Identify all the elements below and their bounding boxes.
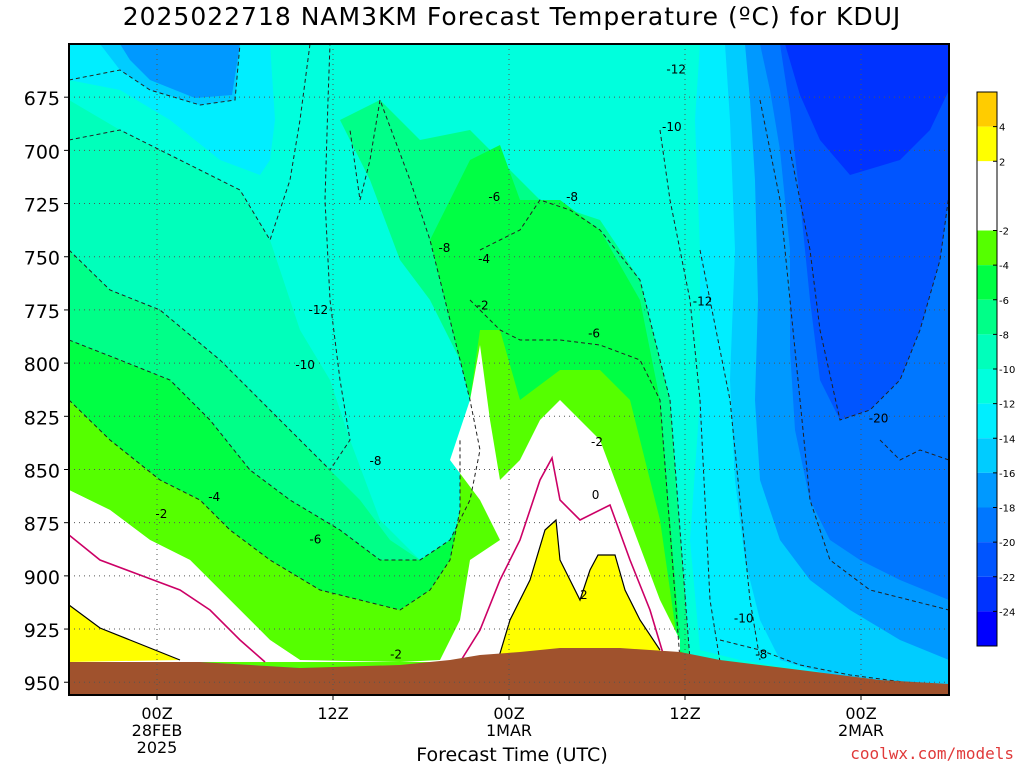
x-tick-label: 12Z [317,704,348,723]
colorbar-swatch [977,334,997,369]
y-tick-label: 725 [24,195,60,217]
y-tick-label: 675 [24,88,60,110]
colorbar-swatch [977,126,997,162]
colorbar-swatch [977,611,997,646]
contour-label: 0 [592,488,600,502]
colorbar-label: 2 [999,157,1005,168]
contour-label: -12 [666,63,686,77]
colorbar-label: -20 [999,538,1015,549]
contour-label: -20 [869,411,889,425]
colorbar-label: -12 [999,400,1015,411]
colorbar-label: -10 [999,365,1015,376]
contour-label: -8 [370,454,382,468]
y-axis: 675 700 725 750 775 800 825 850 875 900 925 950 [24,88,69,695]
contour-label: -12 [309,303,329,317]
contour-lines [69,44,949,689]
colorbar-swatch [977,438,997,473]
x-tick-label: 28FEB [132,721,183,740]
colorbar-label: -18 [999,504,1015,515]
y-tick-label: 875 [24,514,60,536]
colorbar-swatch [977,161,997,231]
contour-label: -10 [295,358,315,372]
colorbar-swatch [977,369,997,404]
colorbar-swatch [977,472,997,508]
colorbar: 4 2 -2 -4 -6 -8 -10 -12 -14 -16 -18 -20 -22 -24 [976,91,1015,647]
x-tick-label: 00Z [141,704,172,723]
colorbar-swatch [977,92,997,127]
y-tick-label: 775 [24,301,60,323]
colorbar-swatch [977,230,997,266]
contour-label: -10 [734,611,754,625]
x-tick-label: 12Z [669,704,700,723]
y-tick-label: 700 [24,141,60,163]
contour-label: -6 [309,533,321,547]
contour-label: -2 [390,648,402,662]
colorbar-swatch [977,576,997,612]
contour-label: -6 [488,190,500,204]
x-tick-label: 2025 [137,738,178,757]
temperature-fill [69,44,949,695]
terrain [69,648,949,695]
x-axis-title: Forecast Time (UTC) [416,744,608,766]
x-tick-label: 2MAR [838,721,884,740]
colorbar-label: -14 [999,434,1015,445]
colorbar-label: -2 [999,227,1009,238]
colorbar-swatch [977,507,997,543]
contour-label: -8 [755,648,767,662]
colorbar-label: -4 [999,261,1009,272]
colorbar-swatch [977,542,997,577]
contour-label: -2 [477,299,489,313]
colorbar-swatch [977,265,997,300]
contour-label: -6 [588,326,600,340]
y-tick-label: 850 [24,460,60,482]
x-tick-label: 1MAR [486,721,532,740]
colorbar-label: -16 [999,469,1015,480]
colorbar-label: -8 [999,330,1009,341]
colorbar-label: -6 [999,296,1009,307]
colorbar-label: -22 [999,573,1015,584]
contour-label: 2 [580,588,588,602]
site-credit: coolwx.com/models [850,744,1014,763]
colorbar-label: -24 [999,607,1015,618]
contour-labels: -12 -10 -6 -8 -8 -4 -12 -12 -2 -6 -10 -20 -2 -8 -4 0 -2 -… [155,63,888,662]
contour-label: -12 [693,294,713,308]
x-tick-label: 00Z [493,704,524,723]
contour-label: -4 [478,252,490,266]
colorbar-swatch [977,299,997,335]
contour-label: -4 [208,490,220,504]
contour-label: -8 [566,190,578,204]
contour-label: -8 [438,241,450,255]
colorbar-swatch [977,403,997,439]
y-tick-label: 825 [24,407,60,429]
y-tick-label: 925 [24,620,60,642]
contour-label: -10 [662,120,682,134]
colorbar-label: 4 [999,123,1005,134]
y-tick-label: 750 [24,248,60,270]
y-tick-label: 950 [24,673,60,695]
contour-label: -2 [591,435,603,449]
y-tick-label: 900 [24,567,60,589]
grid [69,44,949,695]
two-contour [69,518,661,661]
zero-contour [69,455,666,663]
chart-title: 2025022718 NAM3KM Forecast Temperature (… [122,2,902,31]
contour-label: -2 [155,507,167,521]
y-tick-label: 800 [24,354,60,376]
x-tick-label: 00Z [845,704,876,723]
